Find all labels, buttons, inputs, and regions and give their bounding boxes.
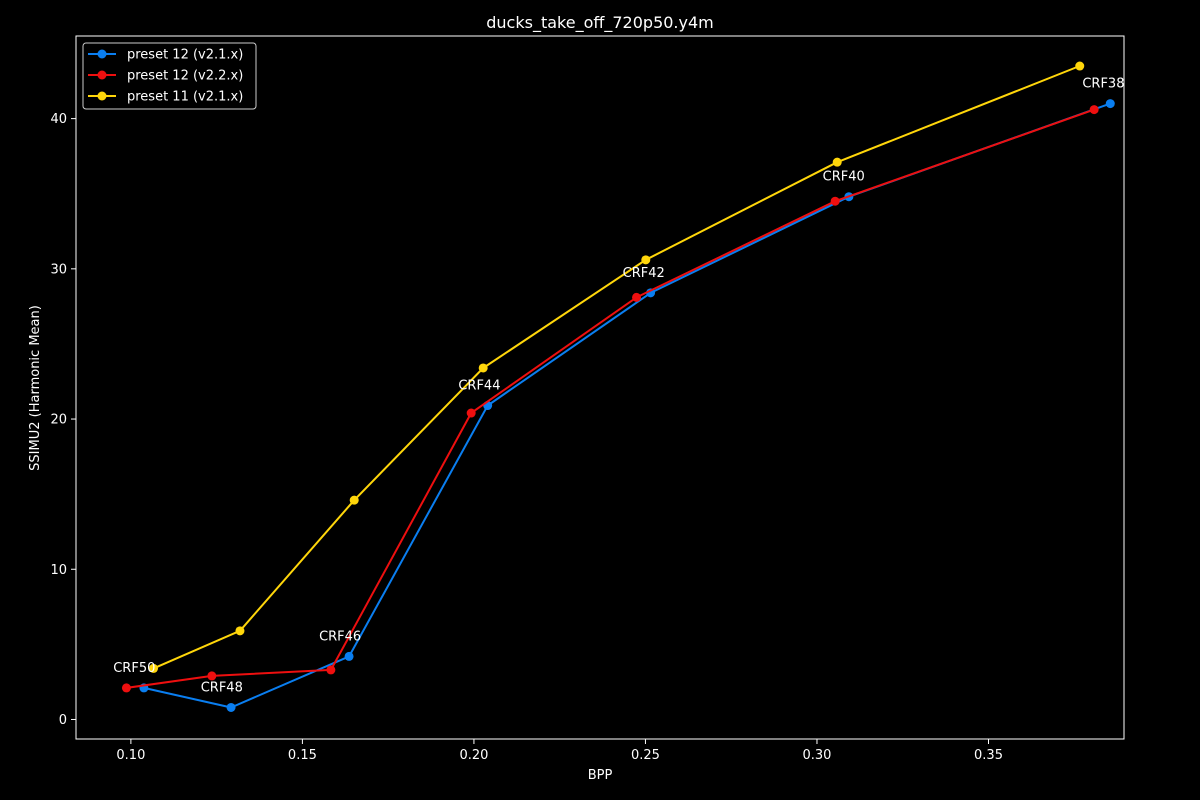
data-point bbox=[466, 408, 476, 418]
x-axis-ticks: 0.10 0.15 0.20 0.25 0.30 0.35 bbox=[116, 739, 1003, 763]
legend-swatch-marker bbox=[97, 91, 107, 101]
x-tick-label: 0.10 bbox=[116, 748, 145, 763]
crf-annotation: CRF46 bbox=[319, 629, 361, 644]
x-tick-label: 0.30 bbox=[802, 748, 831, 763]
crf-annotation: CRF42 bbox=[623, 266, 665, 281]
legend-label: preset 12 (v2.2.x) bbox=[127, 69, 243, 84]
y-axis-ticks: 0 10 20 30 40 bbox=[50, 112, 76, 728]
data-point bbox=[149, 663, 159, 673]
legend-swatch-marker bbox=[97, 70, 107, 80]
data-point bbox=[1075, 61, 1085, 71]
y-tick-label: 20 bbox=[50, 413, 67, 428]
x-tick-label: 0.20 bbox=[459, 748, 488, 763]
data-point bbox=[832, 157, 842, 167]
y-tick-label: 30 bbox=[50, 262, 67, 277]
data-point bbox=[226, 702, 236, 712]
legend-label: preset 11 (v2.1.x) bbox=[127, 90, 243, 105]
data-point bbox=[344, 651, 354, 661]
data-point bbox=[632, 292, 642, 302]
series-3 bbox=[149, 61, 1085, 673]
data-point bbox=[830, 196, 840, 206]
legend-entries: preset 12 (v2.1.x) preset 12 (v2.2.x) pres… bbox=[88, 48, 243, 105]
x-tick-label: 0.15 bbox=[288, 748, 317, 763]
y-tick-label: 10 bbox=[50, 563, 67, 578]
legend-label: preset 12 (v2.1.x) bbox=[127, 48, 243, 63]
x-axis-label: BPP bbox=[588, 768, 613, 783]
data-point bbox=[235, 626, 245, 636]
data-point bbox=[207, 671, 217, 681]
data-point bbox=[1105, 99, 1115, 109]
data-point bbox=[121, 683, 131, 693]
crf-annotation: CRF50 bbox=[113, 661, 155, 676]
series-2 bbox=[121, 105, 1099, 693]
legend: preset 12 (v2.1.x) preset 12 (v2.2.x) pres… bbox=[82, 42, 257, 110]
legend-swatch-marker bbox=[97, 49, 107, 59]
crf-annotation: CRF44 bbox=[458, 379, 500, 394]
data-point bbox=[1089, 105, 1099, 115]
crf-annotation: CRF48 bbox=[201, 680, 243, 695]
data-point bbox=[326, 665, 336, 675]
y-tick-label: 40 bbox=[50, 112, 67, 127]
y-axis-label: SSIMU2 (Harmonic Mean) bbox=[28, 305, 43, 471]
data-point bbox=[478, 363, 488, 373]
plot-area-frame bbox=[75, 35, 1125, 740]
legend-box bbox=[82, 42, 257, 110]
chart-title: ducks_take_off_720p50.y4m bbox=[486, 13, 714, 33]
data-point bbox=[349, 495, 359, 505]
crf-annotation: CRF40 bbox=[823, 170, 865, 185]
y-tick-label: 0 bbox=[59, 713, 67, 728]
data-point bbox=[641, 255, 651, 265]
annotation-layer: CRF50 CRF48 CRF46 CRF44 CRF42 CRF40 CRF38 bbox=[113, 77, 1124, 696]
series-layer bbox=[121, 61, 1115, 712]
crf-annotation: CRF38 bbox=[1082, 77, 1124, 92]
x-tick-label: 0.25 bbox=[631, 748, 660, 763]
x-tick-label: 0.35 bbox=[974, 748, 1003, 763]
